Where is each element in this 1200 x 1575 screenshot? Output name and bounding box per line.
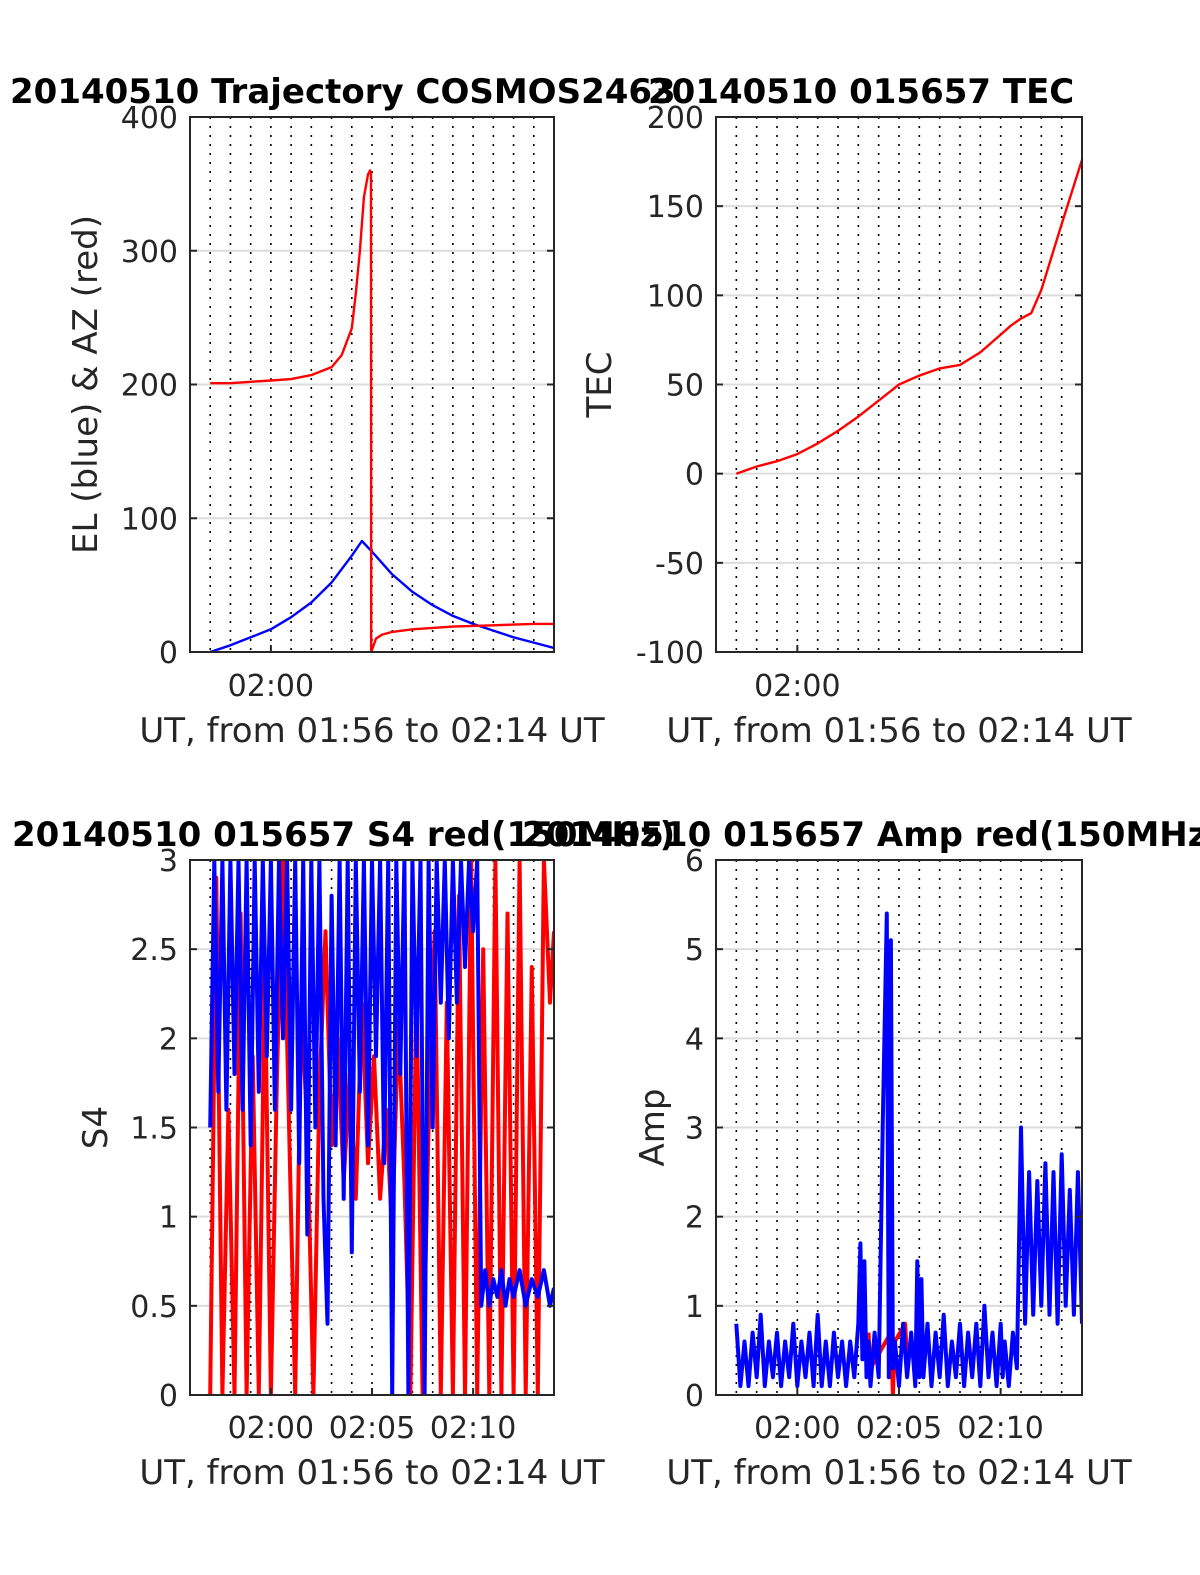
y-axis-label: TEC — [580, 352, 620, 419]
y-tick-label: 3 — [159, 844, 178, 879]
series-line — [734, 911, 1082, 1389]
x-tick-label: 02:00 — [228, 669, 314, 704]
y-tick-label: 1 — [159, 1201, 178, 1236]
chart-title: 20140510 Trajectory COSMOS2463 — [10, 72, 676, 112]
y-tick-label: 300 — [121, 235, 178, 270]
y-tick-label: -50 — [655, 547, 704, 582]
x-axis-label: UT, from 01:56 to 02:14 UT — [139, 1453, 605, 1493]
x-tick-label: 02:10 — [430, 1411, 516, 1446]
y-tick-label: 3 — [685, 1112, 704, 1147]
s4-panel: 0 0.5 1 1.5 2 2.5 3 02:00 02:05 02:10 UT, from 01:… — [12, 815, 675, 1493]
chart-title: 20140510 015657 Amp red(150MHz) — [522, 815, 1200, 855]
y-tick-label: 0 — [685, 1379, 704, 1414]
x-tick-label: 02:00 — [228, 1411, 314, 1446]
y-tick-label: 2 — [685, 1201, 704, 1236]
x-tick-label: 02:00 — [754, 1411, 840, 1446]
x-tick-label: 02:05 — [329, 1411, 415, 1446]
y-tick-label: 150 — [647, 190, 704, 225]
y-tick-label: 50 — [666, 369, 704, 404]
y-tick-label: 1 — [685, 1290, 704, 1325]
y-tick-label: 200 — [647, 101, 704, 136]
x-axis-label: UT, from 01:56 to 02:14 UT — [666, 1453, 1132, 1493]
x-axis-label: UT, from 01:56 to 02:14 UT — [139, 711, 605, 751]
y-tick-label: 0.5 — [130, 1290, 178, 1325]
y-tick-label: 4 — [685, 1022, 704, 1057]
trajectory-panel: 0 100 200 300 400 02:00 UT, from 01:56 to 02:1… — [10, 72, 676, 751]
chart-title: 20140510 015657 S4 red(150MHz) — [12, 815, 675, 855]
x-axis-label: UT, from 01:56 to 02:14 UT — [666, 711, 1132, 751]
y-tick-label: 0 — [159, 636, 178, 671]
series-line — [210, 169, 554, 652]
y-tick-label: 6 — [685, 844, 704, 879]
y-tick-label: 0 — [159, 1379, 178, 1414]
y-tick-label: 2 — [159, 1022, 178, 1057]
x-tick-label: 02:05 — [856, 1411, 942, 1446]
y-tick-label: 0 — [685, 458, 704, 493]
y-axis-label: Amp — [633, 1089, 673, 1167]
y-axis-label: S4 — [76, 1106, 116, 1149]
y-tick-label: 1.5 — [130, 1112, 178, 1147]
x-tick-label: 02:10 — [957, 1411, 1043, 1446]
y-tick-label: 400 — [121, 101, 178, 136]
y-tick-label: 100 — [647, 279, 704, 314]
y-tick-label: 5 — [685, 933, 704, 968]
x-tick-label: 02:00 — [754, 669, 840, 704]
y-axis-label: EL (blue) & AZ (red) — [66, 215, 106, 554]
y-tick-label: -100 — [636, 636, 704, 671]
series-line — [208, 860, 554, 1395]
y-tick-label: 100 — [121, 502, 178, 537]
amp-panel: 0 1 2 3 4 5 6 02:00 02:05 02:10 UT, from 01:56 to … — [522, 815, 1200, 1493]
chart-title: 20140510 015657 TEC — [648, 72, 1074, 112]
tec-panel: -100 -50 0 50 100 150 200 02:00 UT, from 01:56 t… — [580, 72, 1132, 751]
series-line — [735, 159, 1082, 475]
y-tick-label: 200 — [121, 369, 178, 404]
y-tick-label: 2.5 — [130, 933, 178, 968]
